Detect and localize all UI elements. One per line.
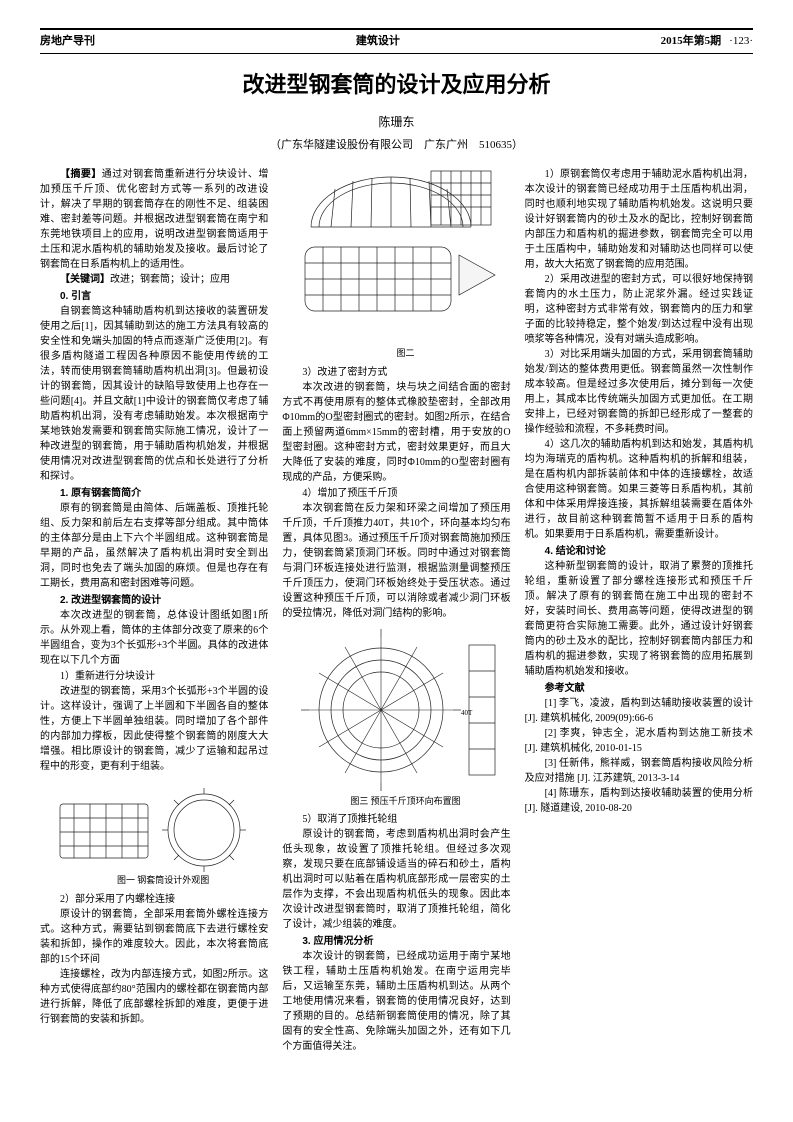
section-2-para: 本次改进型的钢套筒，总体设计图纸如图1所示。从外观上看，筒体的主体部分改变了原来… xyxy=(40,608,268,668)
section-2-1-heading: 1）重新进行分块设计 xyxy=(40,669,268,684)
abstract-label: 【摘要】 xyxy=(60,169,102,180)
section-3-3-para: 3）对比采用端头加固的方式，采用钢套筒辅助始发/到达的整体费用更低。钢套筒虽然一… xyxy=(525,347,753,437)
figure-1-caption: 图一 钢套筒设计外观图 xyxy=(40,874,268,888)
author-name: 陈珊东 xyxy=(40,113,753,131)
page-header: 房地产导刊 建筑设计 2015年第5期 ·123· xyxy=(40,28,753,54)
page-number: ·123· xyxy=(729,33,753,50)
journal-name: 房地产导刊 xyxy=(40,33,95,50)
section-2-2-heading: 2）部分采用了内螺栓连接 xyxy=(40,892,268,907)
svg-text:40T: 40T xyxy=(461,709,473,717)
keywords-text: 改进；钢套筒；设计；应用 xyxy=(110,274,230,285)
section-2-4-heading: 4）增加了预压千斤顶 xyxy=(282,486,510,501)
reference-1: [1] 李飞，凌波，盾构到达辅助接收装置的设计 [J]. 建筑机械化, 2009… xyxy=(525,696,753,726)
abstract-text: 通过对钢套筒重新进行分块设计、增加预压千斤顶、优化密封方式等一系列的改进设计，解… xyxy=(40,169,268,270)
section-3-2-para: 2）采用改进型的密封方式，可以很好地保持钢套筒内的水土压力，防止泥浆外漏。经过实… xyxy=(525,272,753,347)
section-4-heading: 4. 结论和讨论 xyxy=(525,544,753,559)
section-2-3-para: 本次改进的钢套筒，块与块之间结合面的密封方式不再使用原有的整体式橡胶垫密封，全部… xyxy=(282,380,510,485)
section-3-para: 本次设计的钢套筒，已经成功运用于南宁某地铁工程，辅助土压盾构机始发。在南宁运用完… xyxy=(282,949,510,1054)
figure-2-caption: 图二 xyxy=(282,347,510,361)
reference-3: [3] 任新伟，熊祥威，钢套筒盾构接收风险分析及应对措施 [J]. 江苏建筑, … xyxy=(525,756,753,786)
issue-info: 2015年第5期 ·123· xyxy=(661,33,753,50)
section-3-heading: 3. 应用情况分析 xyxy=(282,934,510,949)
section-2-4-para: 本次钢套筒在反力架和环梁之间增加了预压用千斤顶，千斤顶推力40T，共10个，环向… xyxy=(282,501,510,621)
article-title: 改进型钢套筒的设计及应用分析 xyxy=(40,68,753,101)
figure-3: 40T 图三 预压千斤顶环向布置图 xyxy=(282,625,510,809)
article-body: 【摘要】通过对钢套筒重新进行分块设计、增加预压千斤顶、优化密封方式等一系列的改进… xyxy=(40,167,753,1077)
section-0-para: 自钢套筒这种辅助盾构机到达接收的装置研发使用之后[1]，因其辅助到达的施工方法具… xyxy=(40,304,268,484)
section-2-1-para: 改进型的钢套筒，采用3个长弧形+3个半圆的设计。这样设计，强调了上半圆和下半圆各… xyxy=(40,684,268,774)
section-1-heading: 1. 原有钢套筒简介 xyxy=(40,486,268,501)
keywords-label: 【关键词】 xyxy=(60,274,110,285)
section-4-para: 这种新型钢套筒的设计，取消了累赘的顶推托轮组，重新设置了部分螺栓连接形式和预压千… xyxy=(525,559,753,679)
section-2-2-para-cont: 连接螺栓，改为内部连接方式，如图2所示。这种方式使得底部约80°范围内的螺栓都在… xyxy=(40,967,268,1027)
figure-2: 图二 xyxy=(282,167,510,361)
section-0-heading: 0. 引言 xyxy=(40,289,268,304)
abstract: 【摘要】通过对钢套筒重新进行分块设计、增加预压千斤顶、优化密封方式等一系列的改进… xyxy=(40,167,268,272)
figure-3-caption: 图三 预压千斤顶环向布置图 xyxy=(282,795,510,809)
section-2-2-para: 原设计的钢套筒，全部采用套筒外螺栓连接方式。这种方式，需要钻到钢套筒底下去进行螺… xyxy=(40,907,268,967)
section-2-3-heading: 3）改进了密封方式 xyxy=(282,365,510,380)
keywords: 【关键词】改进；钢套筒；设计；应用 xyxy=(40,272,268,287)
section-name: 建筑设计 xyxy=(356,33,400,50)
issue: 2015年第5期 xyxy=(661,33,722,50)
references-heading: 参考文献 xyxy=(525,681,753,696)
reference-2: [2] 李爽，钟志全，泥水盾构到达施工新技术 [J]. 建筑机械化, 2010-… xyxy=(525,726,753,756)
section-3-1-para: 1）原钢套筒仅考虑用于辅助泥水盾构机出洞，本次设计的钢套筒已经成功用于土压盾构机… xyxy=(525,167,753,272)
figure-1: 图一 钢套筒设计外观图 xyxy=(40,778,268,888)
reference-4: [4] 陈珊东，盾构到达接收辅助装置的使用分析 [J]. 隧道建设, 2010-… xyxy=(525,786,753,816)
affiliation: （广东华隧建设股份有限公司 广东广州 510635） xyxy=(40,137,753,154)
section-2-heading: 2. 改进型钢套筒的设计 xyxy=(40,593,268,608)
section-1-para: 原有的钢套筒是由简体、后端盖板、顶推托轮组、反力架和前后左右支撑等部分组成。其中… xyxy=(40,501,268,591)
section-2-5-para: 原设计的钢套筒，考虑到盾构机出洞时会产生低头现象，故设置了顶推托轮组。但经过多次… xyxy=(282,827,510,932)
section-3-4-para: 4）这几次的辅助盾构机到达和始发，其盾构机均为海瑞克的盾构机。这种盾构机的拆解和… xyxy=(525,437,753,542)
section-2-5-heading: 5）取消了顶推托轮组 xyxy=(282,812,510,827)
